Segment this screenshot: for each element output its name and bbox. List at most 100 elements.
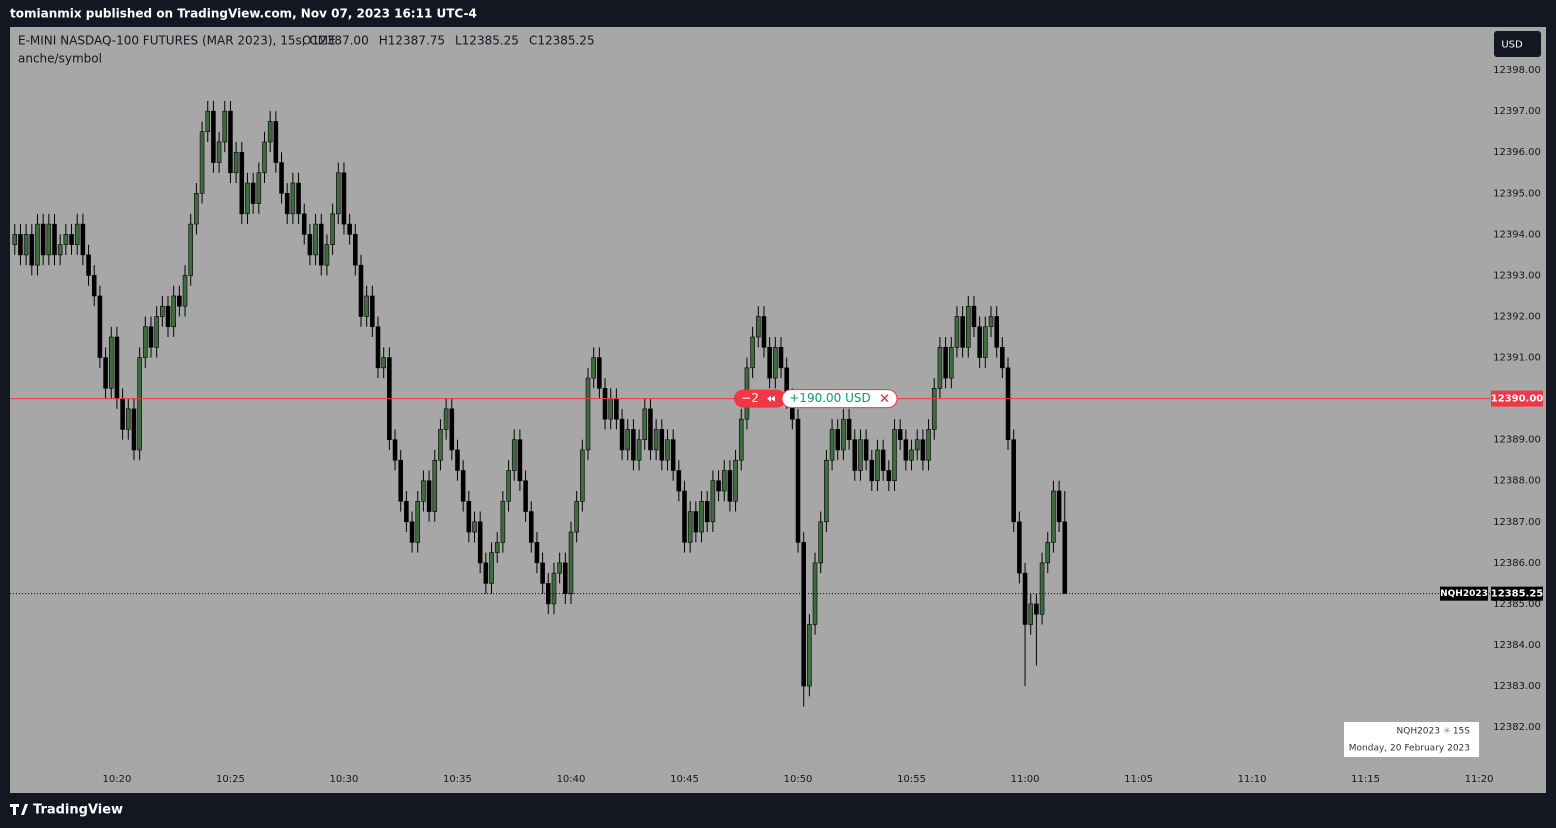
candle-body <box>449 408 455 451</box>
candle-body <box>591 357 596 379</box>
candle-body <box>500 500 506 543</box>
candle-body <box>665 439 670 461</box>
x-tick-label: 10:25 <box>216 774 245 785</box>
candle-body <box>358 264 364 317</box>
candle-body <box>154 316 159 348</box>
order-close-icon[interactable] <box>880 394 889 403</box>
candle-body <box>409 521 415 543</box>
candle-body <box>12 234 18 245</box>
candle-body <box>494 542 500 553</box>
candle-body <box>897 429 903 440</box>
candle-body <box>228 110 233 174</box>
candle-body <box>63 234 69 245</box>
order-quantity[interactable]: −2 <box>741 391 759 405</box>
candle-body <box>682 490 687 543</box>
candle-body <box>23 234 29 256</box>
candle-body <box>727 470 733 502</box>
candle-body <box>267 121 273 143</box>
candle-body <box>614 398 619 420</box>
candle-body <box>534 542 540 564</box>
candle-body <box>426 480 432 512</box>
brand: TradingView <box>10 803 123 818</box>
candle-body <box>756 316 761 338</box>
candle-body <box>795 418 801 543</box>
candle-body <box>404 500 409 523</box>
candle-body <box>801 542 806 687</box>
candle-body <box>182 275 188 307</box>
candle-body <box>137 357 142 451</box>
info-box-bg <box>1344 722 1479 757</box>
candle-body <box>886 470 892 482</box>
candle-body <box>18 234 23 256</box>
candle-body <box>812 562 818 625</box>
y-tick-label: 12396.00 <box>1493 147 1541 158</box>
candle-body <box>807 624 812 687</box>
candle-body <box>245 182 250 215</box>
x-tick-label: 11:15 <box>1351 774 1380 785</box>
currency-button[interactable] <box>1494 31 1541 57</box>
candle-body <box>704 500 710 523</box>
y-tick-label: 12386.00 <box>1493 558 1541 569</box>
candle-body <box>398 459 404 502</box>
x-tick-label: 10:40 <box>557 774 586 785</box>
order-price-label: 12390.00 <box>1491 394 1544 405</box>
x-tick-label: 10:55 <box>897 774 926 785</box>
candle-body <box>296 182 301 215</box>
order-pnl-box[interactable] <box>781 389 898 409</box>
candle-body <box>869 459 875 482</box>
candle-body <box>636 439 642 461</box>
candle-body <box>619 418 625 451</box>
candle-body <box>1028 603 1034 625</box>
candle-body <box>631 429 636 461</box>
candle-body <box>472 521 477 533</box>
order-pnl[interactable]: +190.00 USD <box>789 391 871 405</box>
candle-body <box>177 295 182 307</box>
candle-body <box>114 336 120 399</box>
x-tick-label: 11:05 <box>1124 774 1153 785</box>
candle-body <box>773 346 778 379</box>
candle-body <box>511 439 517 471</box>
brand-logo <box>10 804 28 815</box>
candle-body <box>335 172 341 215</box>
candle-body <box>483 562 489 584</box>
candle-body <box>926 429 931 461</box>
candle-body <box>540 562 545 584</box>
candle-body <box>528 511 534 543</box>
candle-body <box>699 500 704 533</box>
candle-body <box>262 141 267 174</box>
order-quantity-box[interactable] <box>734 389 786 408</box>
order-reverse-icon[interactable] <box>767 395 775 402</box>
candle-body <box>597 357 602 389</box>
candle-body <box>466 500 472 533</box>
candle-body <box>1051 490 1056 543</box>
candle-body <box>80 223 86 256</box>
candle-body <box>125 408 131 430</box>
candle-body <box>460 470 466 502</box>
candle-body <box>318 223 324 266</box>
candle-body <box>57 244 63 256</box>
candle-body <box>767 346 772 379</box>
x-tick-label: 11:20 <box>1465 774 1494 785</box>
candle-body <box>659 429 665 461</box>
candle-body <box>443 408 449 430</box>
candle-body <box>1000 346 1005 369</box>
currency-label[interactable]: USD <box>1501 40 1523 51</box>
candle-body <box>120 398 125 430</box>
candle-body <box>642 408 648 440</box>
candle-body <box>563 562 568 594</box>
y-tick-label: 12398.00 <box>1493 65 1541 76</box>
candle-body <box>307 234 313 256</box>
order-price-box <box>1491 390 1543 407</box>
candle-body <box>205 110 211 133</box>
candle-body <box>74 223 80 245</box>
candle-body <box>835 429 841 451</box>
candle-body <box>920 439 926 461</box>
candle-body <box>670 439 676 471</box>
candle-body <box>40 223 46 256</box>
candle-body <box>602 388 608 420</box>
candle-body <box>608 398 614 420</box>
candle-body <box>489 552 494 584</box>
candle-body <box>250 182 256 204</box>
y-tick-label: 12385.00 <box>1493 599 1541 610</box>
